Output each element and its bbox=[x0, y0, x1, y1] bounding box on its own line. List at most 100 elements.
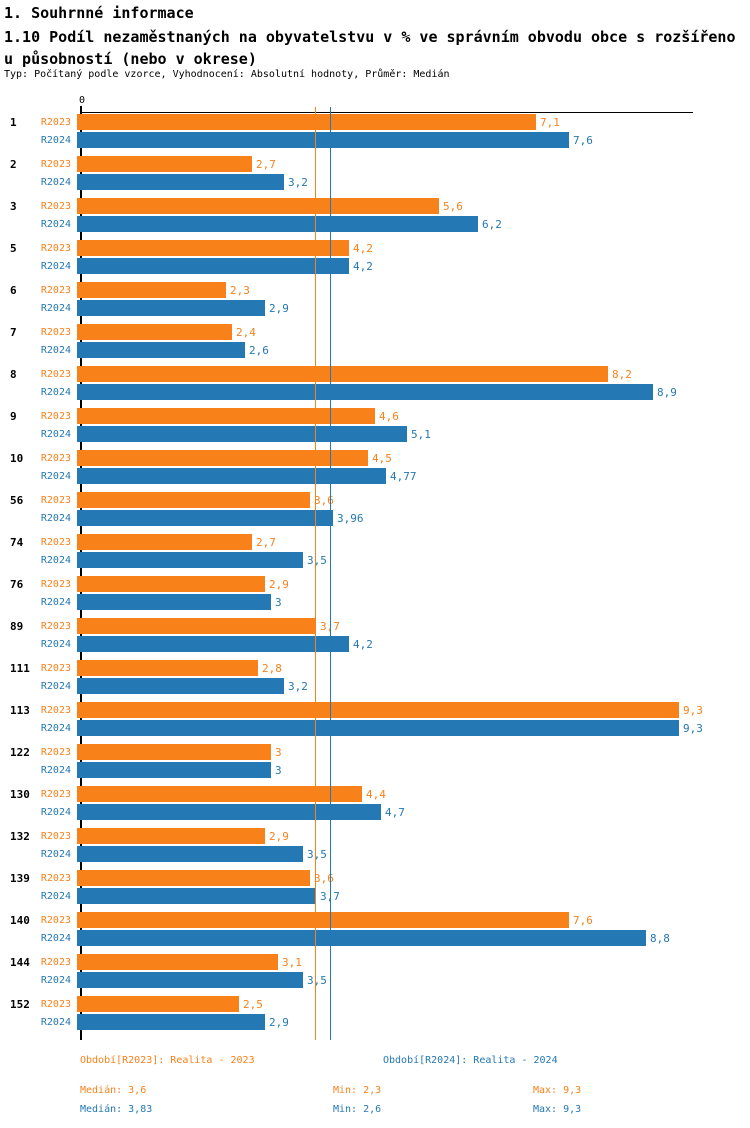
chart-row: 113 R2023 9,3 R2024 9,3 bbox=[0, 702, 750, 736]
bar-line-r2024: R2024 3,5 bbox=[0, 972, 750, 988]
chart-row: 74 R2023 2,7 R2024 3,5 bbox=[0, 534, 750, 568]
series-label-r2023: R2023 bbox=[40, 998, 71, 1010]
category-label: 76 bbox=[10, 578, 24, 591]
stat-min-r2024: Min: 2,6 bbox=[333, 1104, 382, 1115]
bar-r2023 bbox=[77, 240, 349, 256]
stat-median-r2023: Medián: 3,6 bbox=[80, 1085, 147, 1096]
series-label-r2023: R2023 bbox=[40, 410, 71, 422]
series-label-r2024: R2024 bbox=[40, 932, 71, 944]
series-label-r2024: R2024 bbox=[40, 470, 71, 482]
bar-line-r2023: R2023 2,9 bbox=[0, 576, 750, 592]
series-label-r2024: R2024 bbox=[40, 974, 71, 986]
bar-line-r2024: R2024 6,2 bbox=[0, 216, 750, 232]
bar-r2024 bbox=[77, 216, 478, 232]
series-label-r2023: R2023 bbox=[40, 158, 71, 170]
series-label-r2024: R2024 bbox=[40, 596, 71, 608]
category-label: 56 bbox=[10, 494, 24, 507]
category-label: 130 bbox=[10, 788, 30, 801]
series-label-r2024: R2024 bbox=[40, 722, 71, 734]
stat-max-r2024: Max: 9,3 bbox=[533, 1104, 582, 1115]
bar-r2023 bbox=[77, 450, 368, 466]
series-label-r2023: R2023 bbox=[40, 704, 71, 716]
bar-r2024 bbox=[77, 594, 271, 610]
chart-row: 111 R2023 2,8 R2024 3,2 bbox=[0, 660, 750, 694]
bar-line-r2023: R2023 2,7 bbox=[0, 534, 750, 550]
value-label-r2024: 6,2 bbox=[482, 217, 502, 231]
value-label-r2024: 3,2 bbox=[288, 175, 308, 189]
bar-line-r2023: R2023 4,4 bbox=[0, 786, 750, 802]
chart-row: 56 R2023 3,6 R2024 3,96 bbox=[0, 492, 750, 526]
x-axis-zero-label: 0 bbox=[78, 95, 86, 106]
chart-row: 1 R2023 7,1 R2024 7,6 bbox=[0, 114, 750, 148]
value-label-r2024: 3,5 bbox=[307, 553, 327, 567]
chart-title: 1.10 Podíl nezaměstnaných na obyvatelstv… bbox=[4, 28, 736, 68]
legend-label-r2023: Období[R2023]: Realita - 2023 bbox=[80, 1055, 255, 1066]
value-label-r2024: 3,96 bbox=[337, 511, 364, 525]
chart-rows: 1 R2023 7,1 R2024 7,6 2 R2023 2,7 R2024 … bbox=[0, 114, 750, 1038]
value-label-r2023: 4,2 bbox=[353, 241, 373, 255]
category-label: 152 bbox=[10, 998, 30, 1011]
bar-line-r2024: R2024 4,2 bbox=[0, 636, 750, 652]
bar-r2024 bbox=[77, 384, 653, 400]
bar-r2023 bbox=[77, 324, 232, 340]
bar-r2024 bbox=[77, 804, 381, 820]
bar-r2024 bbox=[77, 636, 349, 652]
bar-line-r2023: R2023 3,6 bbox=[0, 870, 750, 886]
value-label-r2024: 8,9 bbox=[657, 385, 677, 399]
chart-row: 5 R2023 4,2 R2024 4,2 bbox=[0, 240, 750, 274]
series-label-r2023: R2023 bbox=[40, 284, 71, 296]
bar-line-r2024: R2024 3,5 bbox=[0, 846, 750, 862]
series-label-r2024: R2024 bbox=[40, 176, 71, 188]
bar-r2023 bbox=[77, 198, 439, 214]
bar-line-r2024: R2024 3,5 bbox=[0, 552, 750, 568]
value-label-r2023: 4,6 bbox=[379, 409, 399, 423]
value-label-r2023: 4,5 bbox=[372, 451, 392, 465]
bar-line-r2023: R2023 2,5 bbox=[0, 996, 750, 1012]
value-label-r2023: 3,1 bbox=[282, 955, 302, 969]
bar-r2024 bbox=[77, 174, 284, 190]
value-label-r2023: 3,6 bbox=[314, 871, 334, 885]
value-label-r2023: 2,7 bbox=[256, 535, 276, 549]
value-label-r2024: 8,8 bbox=[650, 931, 670, 945]
bar-line-r2023: R2023 3,6 bbox=[0, 492, 750, 508]
category-label: 8 bbox=[10, 368, 17, 381]
bar-r2024 bbox=[77, 258, 349, 274]
bar-r2023 bbox=[77, 954, 278, 970]
bar-line-r2024: R2024 9,3 bbox=[0, 720, 750, 736]
category-label: 132 bbox=[10, 830, 30, 843]
series-label-r2024: R2024 bbox=[40, 218, 71, 230]
series-label-r2023: R2023 bbox=[40, 746, 71, 758]
chart-row: 7 R2023 2,4 R2024 2,6 bbox=[0, 324, 750, 358]
series-label-r2024: R2024 bbox=[40, 302, 71, 314]
bar-r2024 bbox=[77, 132, 569, 148]
bar-r2023 bbox=[77, 828, 265, 844]
bar-r2023 bbox=[77, 702, 679, 718]
bar-r2024 bbox=[77, 846, 303, 862]
bar-r2023 bbox=[77, 408, 375, 424]
bar-r2024 bbox=[77, 342, 245, 358]
bar-line-r2024: R2024 3,2 bbox=[0, 174, 750, 190]
value-label-r2024: 3,2 bbox=[288, 679, 308, 693]
bar-line-r2024: R2024 3,96 bbox=[0, 510, 750, 526]
chart-row: 2 R2023 2,7 R2024 3,2 bbox=[0, 156, 750, 190]
bar-r2023 bbox=[77, 576, 265, 592]
series-label-r2023: R2023 bbox=[40, 872, 71, 884]
category-label: 113 bbox=[10, 704, 30, 717]
series-label-r2024: R2024 bbox=[40, 386, 71, 398]
series-label-r2024: R2024 bbox=[40, 428, 71, 440]
value-label-r2023: 2,9 bbox=[269, 829, 289, 843]
value-label-r2024: 2,6 bbox=[249, 343, 269, 357]
bar-r2023 bbox=[77, 282, 226, 298]
category-label: 144 bbox=[10, 956, 30, 969]
category-label: 111 bbox=[10, 662, 30, 675]
value-label-r2023: 3,7 bbox=[320, 619, 340, 633]
series-label-r2023: R2023 bbox=[40, 578, 71, 590]
series-label-r2023: R2023 bbox=[40, 242, 71, 254]
bar-line-r2024: R2024 3 bbox=[0, 594, 750, 610]
series-label-r2023: R2023 bbox=[40, 914, 71, 926]
bar-r2024 bbox=[77, 300, 265, 316]
value-label-r2024: 4,2 bbox=[353, 259, 373, 273]
category-label: 2 bbox=[10, 158, 17, 171]
value-label-r2023: 7,1 bbox=[540, 115, 560, 129]
